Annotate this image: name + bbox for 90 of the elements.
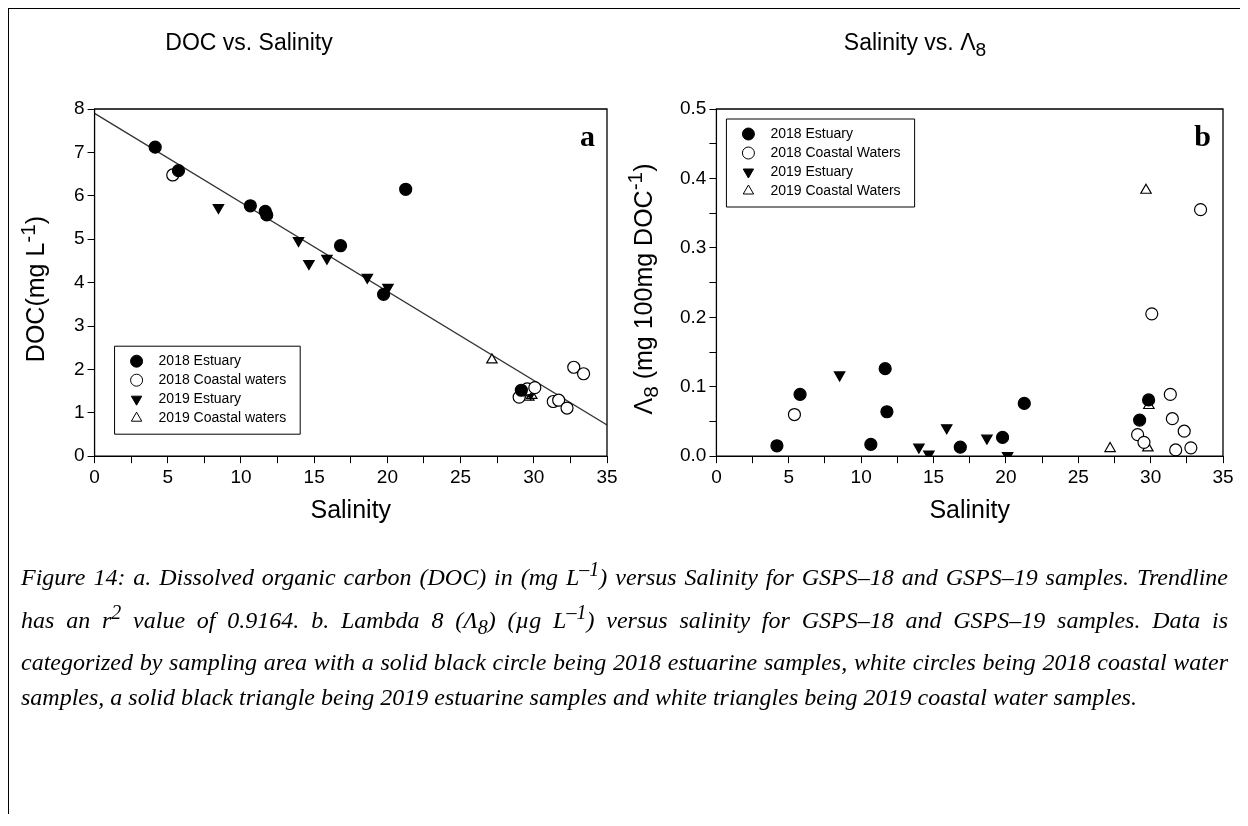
x-tick-label: 20 (995, 465, 1017, 487)
point (292, 236, 305, 248)
x-tick-label: 15 (303, 465, 325, 487)
point (560, 401, 574, 415)
x-tick-label: 30 (523, 465, 545, 487)
y-tick-label: 0.3 (679, 236, 707, 258)
text: Figure 14: a. Dissolved organic carbon (DOC) in (mg L$^{–1}$) versus Salinity for GSPS–18 and GSPS–19 samples. Trendline has an r$^{2}$ value of 0.9164. b. Lambda 8 (Λ$_{8}$) (µg L$^{–1}$) versus salinity for GSPS–18 and GSPS–19 samples. Data is categorized by sampling area with a solid black circle being 2018 estuarine samples, white circles being 2018 coastal water samples, a solid black triangle being 2019 estuarine samples and white triangles being 2019 coastal water samples. (21, 558, 1229, 710)
y-tick-label: 0.5 (679, 97, 707, 119)
y-tick-label: 6 (73, 184, 85, 206)
point (171, 164, 186, 178)
point (770, 439, 784, 453)
point (1137, 435, 1151, 449)
x-tick-label: 20 (376, 465, 398, 487)
y-tick-label: 0.1 (679, 374, 707, 396)
x-tick-label: 0 (711, 465, 722, 487)
x-axis-title: Salinity (310, 494, 392, 523)
point (567, 360, 581, 374)
point (361, 273, 374, 284)
legend-label: 2018 Estuary (158, 352, 242, 369)
legend-label: 2018 Estuary (770, 124, 853, 141)
x-tick-label: 35 (596, 465, 618, 487)
point (1165, 412, 1179, 426)
x-tick-label: 0 (89, 465, 100, 487)
point (1163, 387, 1177, 401)
point (793, 387, 807, 401)
y-tick-label: 0 (73, 444, 85, 466)
point (1184, 441, 1198, 455)
point (940, 424, 953, 435)
y-tick-label: 3 (73, 314, 85, 336)
legend-label: 2018 Coastal Waters (770, 143, 901, 160)
point (1133, 413, 1147, 427)
y-tick-label: 0.2 (679, 305, 707, 327)
x-tick-label: 25 (450, 465, 472, 487)
x-tick-label: 10 (230, 465, 252, 487)
point (913, 443, 925, 454)
x-tick-label: 15 (922, 465, 945, 487)
point (995, 430, 1010, 445)
x-tick-label: 10 (850, 465, 872, 487)
x-axis-title: Salinity (929, 494, 1011, 523)
point (333, 239, 348, 253)
point (514, 383, 528, 397)
x-tick-label: 25 (1067, 465, 1089, 487)
point (212, 203, 225, 215)
point (1104, 441, 1116, 453)
point (953, 440, 967, 454)
point (880, 405, 894, 419)
annotation: a (580, 118, 595, 152)
y-tick-label: 4 (73, 270, 85, 292)
y-tick-label: 5 (73, 227, 85, 249)
point (243, 199, 257, 213)
point (878, 362, 892, 376)
point (1140, 183, 1152, 194)
point (576, 367, 591, 381)
legend-label: 2019 Coastal waters (158, 409, 287, 426)
point (321, 254, 333, 265)
point (787, 407, 802, 422)
chart-title: DOC vs. Salinity (164, 29, 334, 56)
point (981, 434, 993, 445)
point (399, 182, 413, 196)
legend-label: 2019 Coastal Waters (770, 181, 901, 198)
x-tick-label: 35 (1212, 465, 1234, 487)
y-tick-label: 0.0 (679, 444, 707, 466)
point (1145, 307, 1159, 321)
y-tick-label: 7 (73, 140, 85, 162)
annotation: b (1194, 118, 1211, 152)
point (260, 208, 274, 222)
point (1193, 203, 1208, 217)
point (528, 381, 542, 395)
point (376, 287, 391, 301)
point (1142, 393, 1156, 407)
point (833, 371, 846, 382)
x-tick-label: 5 (162, 465, 174, 487)
legend-label: 2019 Estuary (158, 390, 242, 407)
point (864, 437, 878, 451)
point (1017, 396, 1031, 411)
x-tick-label: 30 (1140, 465, 1162, 487)
point (148, 140, 162, 154)
point (1169, 443, 1183, 457)
legend-label: 2018 Coastal waters (158, 371, 287, 388)
point (303, 259, 315, 271)
y-tick-label: 8 (73, 97, 85, 119)
point (486, 353, 498, 364)
y-tick-label: 2 (73, 357, 85, 379)
x-tick-label: 5 (783, 465, 795, 487)
chart-title: Salinity vs. Λ$_{8}$ (842, 29, 988, 61)
y-tick-label: 1 (73, 401, 85, 423)
point (1177, 424, 1191, 438)
y-tick-label: 0.4 (679, 166, 707, 188)
legend-label: 2019 Estuary (770, 162, 853, 179)
point (552, 393, 566, 407)
